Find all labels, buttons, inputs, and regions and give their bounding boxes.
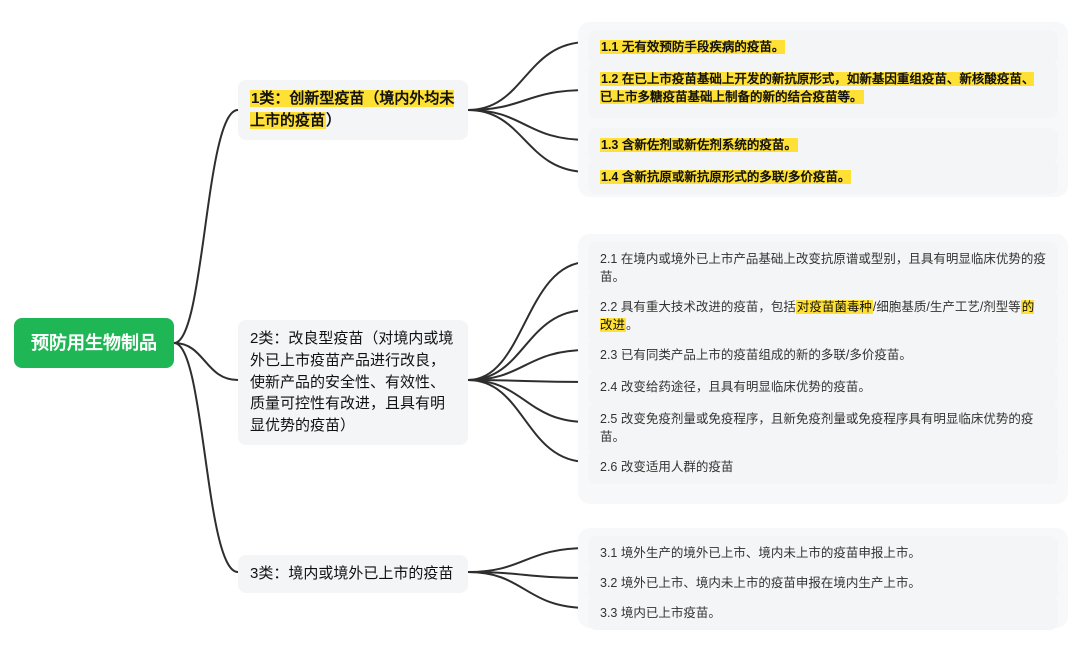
leaf-1-3[interactable]: 1.3 含新佐剂或新佐剂系统的疫苗。 [588,128,1058,162]
leaf-2-4[interactable]: 2.4 改变给药途径，且具有明显临床优势的疫苗。 [588,370,1058,404]
leaf-3-1[interactable]: 3.1 境外生产的境外已上市、境内未上市的疫苗申报上市。 [588,536,1058,570]
leaf-1-2[interactable]: 1.2 在已上市疫苗基础上开发的新抗原形式，如新基因重组疫苗、新核酸疫苗、已上市… [588,62,1058,118]
cat1-node[interactable]: 1类：创新型疫苗（境内外均未上市的疫苗） [238,80,468,140]
root-node[interactable]: 预防用生物制品 [14,318,174,368]
root-label: 预防用生物制品 [31,330,157,356]
cat2-label: 2类：改良型疫苗（对境内或境外已上市疫苗产品进行改良，使新产品的安全性、有效性、… [250,330,453,434]
cat2-node[interactable]: 2类：改良型疫苗（对境内或境外已上市疫苗产品进行改良，使新产品的安全性、有效性、… [238,320,468,445]
cat3-label: 3类：境内或境外已上市的疫苗 [250,565,453,582]
leaf-1-4[interactable]: 1.4 含新抗原或新抗原形式的多联/多价疫苗。 [588,160,1058,194]
leaf-2-3[interactable]: 2.3 已有同类产品上市的疫苗组成的新的多联/多价疫苗。 [588,338,1058,372]
cat3-node[interactable]: 3类：境内或境外已上市的疫苗 [238,555,468,593]
leaf-2-1[interactable]: 2.1 在境内或境外已上市产品基础上改变抗原谱或型别，且具有明显临床优势的疫苗。 [588,242,1058,294]
mindmap-canvas: 预防用生物制品 1类：创新型疫苗（境内外均未上市的疫苗） 2类：改良型疫苗（对境… [0,0,1080,649]
leaf-3-3[interactable]: 3.3 境内已上市疫苗。 [588,596,1058,630]
leaf-1-1[interactable]: 1.1 无有效预防手段疾病的疫苗。 [588,30,1058,64]
cat1-label-post: ） [326,112,341,129]
leaf-2-2[interactable]: 2.2 具有重大技术改进的疫苗，包括对疫苗菌毒种/细胞基质/生产工艺/剂型等的改… [588,290,1058,342]
leaf-3-2[interactable]: 3.2 境外已上市、境内未上市的疫苗申报在境内生产上市。 [588,566,1058,600]
leaf-2-6[interactable]: 2.6 改变适用人群的疫苗 [588,450,1058,484]
cat1-label-pre: 1类：创新型疫苗（境内外均未上市的疫苗 [250,90,454,129]
leaf-2-5[interactable]: 2.5 改变免疫剂量或免疫程序，且新免疫剂量或免疫程序具有明显临床优势的疫苗。 [588,402,1058,454]
